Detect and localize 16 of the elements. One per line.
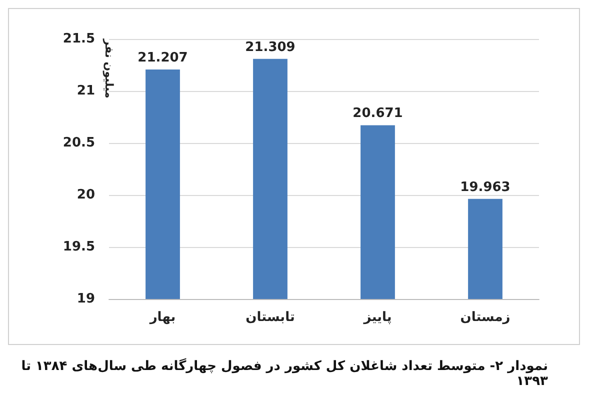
data-label: 21.207 [138, 50, 188, 66]
y-tick-label: 21 [76, 84, 95, 98]
y-tick-label: 19 [76, 292, 95, 306]
data-label: 20.671 [352, 106, 403, 122]
y-tick-label: 20 [76, 188, 95, 202]
x-tick-label: زمستان [460, 310, 510, 325]
x-tick-label: بهار [148, 310, 176, 325]
y-tick-label: 20.5 [62, 136, 95, 150]
y-tick-label: 21.5 [62, 32, 95, 46]
text: نمودار ۲- متوسط تعداد شاغلان کل کشور در فصول چهارگانه طی سال‌های ۱۳۸۴ تا ۱۳۹۳ [20, 359, 548, 389]
data-label: 19.963 [460, 180, 510, 195]
y-tick-label: 19.5 [62, 240, 95, 254]
data-label: 21.309 [245, 40, 296, 55]
x-tick-label: تابستان [246, 310, 295, 325]
x-tick-label: پاییز [362, 310, 392, 325]
y-axis-title: میلیون نفر [102, 38, 116, 98]
